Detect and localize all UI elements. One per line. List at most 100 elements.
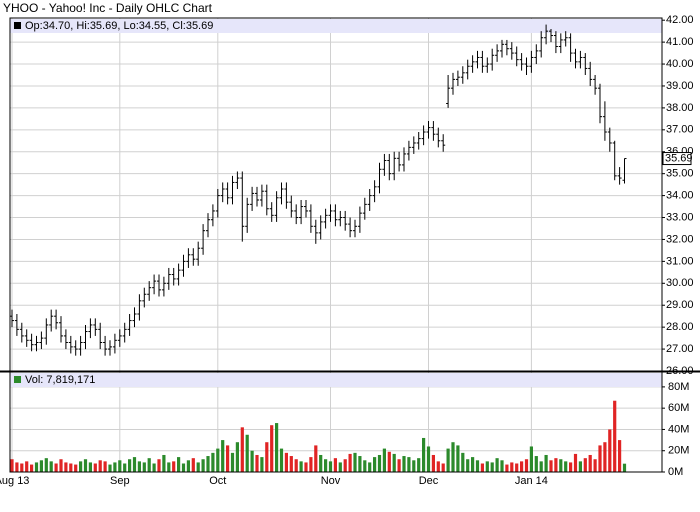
volume-bar	[373, 457, 377, 472]
volume-bar	[49, 461, 53, 472]
volume-y-tick-label: 20M	[668, 445, 689, 457]
y-tick-label: 33.00	[666, 211, 694, 223]
x-tick-label: Oct	[209, 475, 226, 487]
y-tick-label: 41.00	[666, 36, 694, 48]
volume-bar	[83, 459, 88, 472]
volume-bar	[544, 454, 548, 472]
volume-bar	[260, 457, 264, 472]
volume-bar	[564, 461, 568, 472]
volume-bar	[392, 453, 396, 472]
y-tick-label: 28.00	[666, 321, 694, 333]
x-tick-label: Nov	[321, 475, 341, 487]
x-tick-label: Sep	[110, 475, 130, 487]
volume-bar	[59, 459, 63, 472]
volume-bar	[230, 452, 235, 472]
volume-bar	[461, 452, 465, 472]
volume-bar	[363, 460, 367, 472]
volume-bar	[446, 448, 450, 472]
volume-bar	[147, 458, 151, 472]
volume-bar	[480, 463, 484, 472]
volume-bar	[299, 461, 303, 472]
volume-bar	[417, 458, 421, 472]
y-tick-label: 27.00	[666, 343, 694, 355]
chart-title: YHOO - Yahoo! Inc - Daily OHLC Chart	[3, 1, 213, 15]
volume-bar	[216, 448, 220, 472]
volume-bar	[524, 459, 529, 472]
volume-bar	[177, 457, 181, 472]
volume-bar	[25, 461, 29, 472]
volume-bar	[598, 445, 602, 472]
volume-bar	[279, 448, 284, 472]
volume-bar	[152, 463, 156, 472]
y-tick-label: 37.00	[666, 124, 694, 136]
volume-bar	[549, 460, 553, 472]
volume-bar	[495, 458, 499, 472]
volume-bar	[515, 463, 519, 472]
last-price-label: 35.69	[665, 152, 693, 164]
volume-bar	[309, 457, 313, 472]
volume-bar	[397, 459, 401, 472]
volume-bar	[191, 458, 195, 472]
volume-bar	[520, 461, 524, 472]
volume-bar	[221, 440, 225, 472]
volume-bar	[123, 463, 127, 472]
volume-bar	[505, 464, 509, 472]
volume-bar	[240, 427, 244, 472]
y-tick-label: 29.00	[666, 299, 694, 311]
volume-bar	[275, 423, 279, 472]
volume-y-tick-label: 40M	[668, 423, 689, 435]
volume-bar	[534, 456, 538, 472]
volume-bar	[15, 462, 19, 472]
volume-bar	[235, 442, 239, 472]
volume-bar	[431, 454, 435, 472]
volume-bar	[539, 461, 543, 472]
y-tick-label: 34.00	[666, 190, 694, 202]
volume-bar	[583, 458, 587, 472]
legend-swatch	[14, 22, 21, 29]
volume-bar	[294, 459, 298, 472]
legend-band	[10, 19, 662, 33]
volume-bar	[559, 459, 563, 472]
volume-bar	[554, 458, 558, 472]
volume-bar	[64, 462, 68, 472]
volume-bar	[412, 460, 416, 472]
volume-bar	[132, 457, 137, 472]
volume-bar	[402, 456, 406, 472]
y-tick-label: 31.00	[666, 255, 694, 267]
volume-bar	[44, 458, 48, 472]
volume-legend-swatch	[14, 376, 21, 383]
volume-bar	[245, 434, 249, 472]
volume-bar	[608, 429, 612, 472]
volume-bar	[353, 452, 357, 472]
volume-bar	[69, 463, 73, 472]
volume-bar	[382, 448, 386, 472]
volume-bar	[157, 459, 161, 472]
volume-bar	[181, 463, 186, 472]
volume-bar	[314, 445, 318, 472]
volume-bar	[324, 459, 328, 472]
volume-bar	[569, 462, 573, 472]
last-price-box	[662, 152, 692, 166]
y-tick-label: 32.00	[666, 233, 694, 245]
volume-bar	[436, 461, 440, 472]
y-tick-label: 42.00	[666, 14, 694, 26]
volume-bar	[333, 458, 337, 472]
volume-bar	[603, 442, 607, 472]
volume-bar	[88, 462, 92, 472]
volume-bar	[98, 460, 102, 472]
volume-bar	[74, 464, 78, 472]
volume-bar	[10, 459, 14, 472]
volume-bar	[529, 446, 533, 472]
volume-bar	[30, 464, 34, 472]
volume-bar	[167, 462, 171, 472]
volume-bar	[142, 462, 146, 472]
volume-bar	[622, 463, 627, 472]
x-tick-label: Jan 14	[515, 475, 548, 487]
volume-bar	[348, 453, 352, 472]
volume-bar	[284, 452, 288, 472]
volume-bar	[79, 461, 83, 472]
y-tick-label: 30.00	[666, 277, 694, 289]
y-tick-label: 40.00	[666, 58, 694, 70]
y-tick-label: 39.00	[666, 80, 694, 92]
